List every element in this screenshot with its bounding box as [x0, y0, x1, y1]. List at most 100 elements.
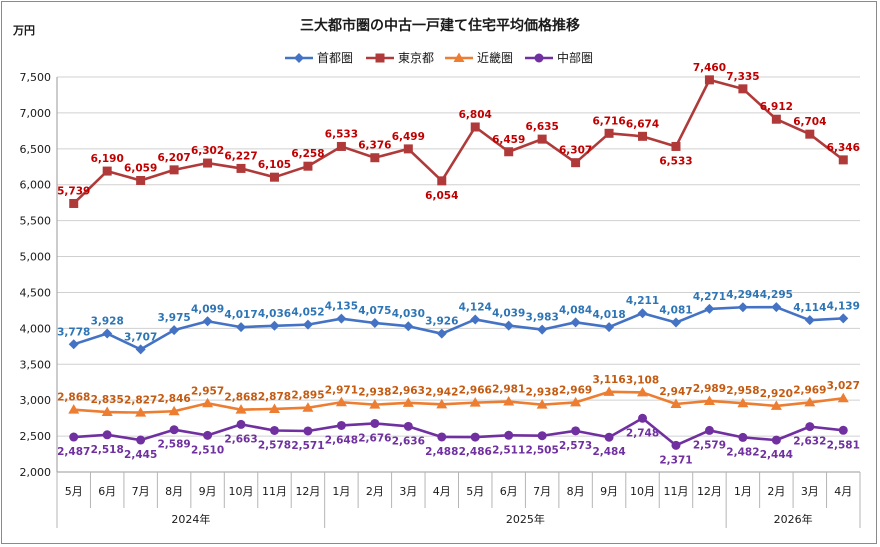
data-label: 2,957	[191, 385, 224, 397]
data-label: 2,589	[157, 439, 190, 451]
x-tick-label: 7月	[132, 485, 150, 498]
data-point	[603, 386, 615, 396]
data-label: 2,966	[459, 385, 492, 397]
legend-item: 東京都	[366, 51, 434, 65]
data-label: 6,105	[258, 159, 291, 171]
data-point	[703, 395, 715, 405]
x-tick-label: 5月	[65, 485, 83, 498]
y-axis-unit-label: 万円	[12, 24, 35, 37]
data-label: 4,295	[760, 289, 793, 301]
data-label: 2,827	[124, 395, 157, 407]
y-tick-label: 2,000	[20, 466, 52, 479]
data-point	[470, 432, 480, 442]
data-point	[236, 163, 246, 173]
data-point	[102, 430, 112, 440]
y-tick-label: 7,000	[20, 107, 52, 120]
data-label: 2,444	[760, 449, 793, 461]
data-label: 2,518	[91, 444, 124, 456]
data-point	[169, 425, 179, 435]
data-label: 3,928	[91, 316, 124, 328]
data-label: 6,499	[392, 131, 425, 143]
year-group-label: 2024年	[171, 512, 210, 526]
data-label: 2,510	[191, 444, 224, 456]
data-label: 2,571	[291, 440, 324, 452]
data-label: 2,445	[124, 449, 157, 461]
data-point	[571, 426, 581, 436]
data-label: 3,027	[827, 380, 860, 392]
data-point	[203, 158, 213, 168]
data-point	[102, 328, 113, 339]
data-point	[571, 158, 581, 168]
legend-item: 中部圏	[525, 50, 593, 65]
data-point	[838, 425, 848, 435]
x-tick-label: 6月	[500, 485, 518, 498]
x-tick-label: 12月	[295, 485, 320, 498]
x-tick-label: 12月	[697, 485, 722, 498]
data-label: 2,846	[157, 393, 190, 405]
data-point	[804, 396, 816, 407]
legend-marker	[375, 53, 385, 63]
y-tick-label: 3,000	[20, 394, 52, 407]
x-tick-label: 9月	[600, 485, 618, 498]
x-tick-label: 5月	[466, 485, 484, 498]
data-label: 6,804	[459, 109, 492, 121]
data-point	[437, 176, 447, 186]
y-tick-label: 5,500	[20, 215, 52, 228]
data-label: 6,190	[91, 153, 124, 165]
x-tick-label: 1月	[734, 485, 752, 498]
data-label: 6,912	[760, 101, 793, 113]
data-label: 2,482	[726, 446, 759, 458]
data-point	[336, 420, 346, 430]
data-label: 4,036	[258, 308, 291, 320]
data-point	[336, 141, 346, 151]
data-label: 2,938	[358, 387, 391, 399]
data-point	[294, 53, 304, 63]
data-label: 2,981	[492, 384, 525, 396]
data-point	[604, 322, 615, 333]
data-label: 6,635	[526, 121, 559, 133]
data-point	[704, 303, 715, 314]
data-label: 7,335	[726, 71, 759, 83]
data-point	[403, 321, 414, 332]
data-point	[771, 302, 782, 313]
legend-item: 近畿圏	[445, 51, 513, 65]
data-label: 2,511	[492, 444, 525, 456]
chart-title: 三大都市圏の中古一戸建て住宅平均価格推移	[300, 17, 580, 34]
x-tick-label: 10月	[229, 485, 254, 498]
data-label: 3,975	[157, 312, 190, 324]
data-point	[169, 165, 179, 175]
data-label: 2,920	[760, 388, 793, 400]
data-point	[570, 317, 581, 328]
x-tick-label: 8月	[165, 485, 183, 498]
data-label: 4,139	[827, 300, 860, 312]
data-point	[302, 319, 313, 330]
data-label: 4,052	[291, 307, 324, 319]
data-point	[437, 432, 447, 442]
data-label: 4,017	[224, 309, 257, 321]
data-label: 4,039	[492, 308, 525, 320]
x-tick-label: 4月	[834, 485, 852, 498]
data-point	[402, 397, 414, 407]
data-point	[302, 402, 314, 412]
data-point	[604, 128, 614, 138]
data-label: 4,211	[626, 295, 659, 307]
data-point	[101, 406, 113, 417]
data-label: 2,942	[425, 386, 458, 398]
data-point	[604, 432, 614, 442]
data-point	[236, 322, 247, 333]
data-point	[453, 52, 465, 62]
data-point	[671, 141, 681, 151]
data-point	[436, 328, 447, 339]
data-label: 2,748	[626, 427, 659, 439]
data-label: 2,963	[392, 385, 425, 397]
series-line	[73, 416, 844, 447]
data-point	[403, 421, 413, 431]
y-tick-label: 5,000	[20, 251, 52, 264]
legend-marker	[294, 53, 304, 63]
data-label: 6,533	[325, 128, 358, 140]
x-axis: 5月 6月 7月 8月 9月 10月 11月 12月 1月 2月 3月 4月 5月 6月 7月 8月 9月 10月…	[56, 471, 861, 528]
data-label: 3,707	[124, 331, 157, 343]
year-group-label: 2025年	[506, 512, 545, 526]
